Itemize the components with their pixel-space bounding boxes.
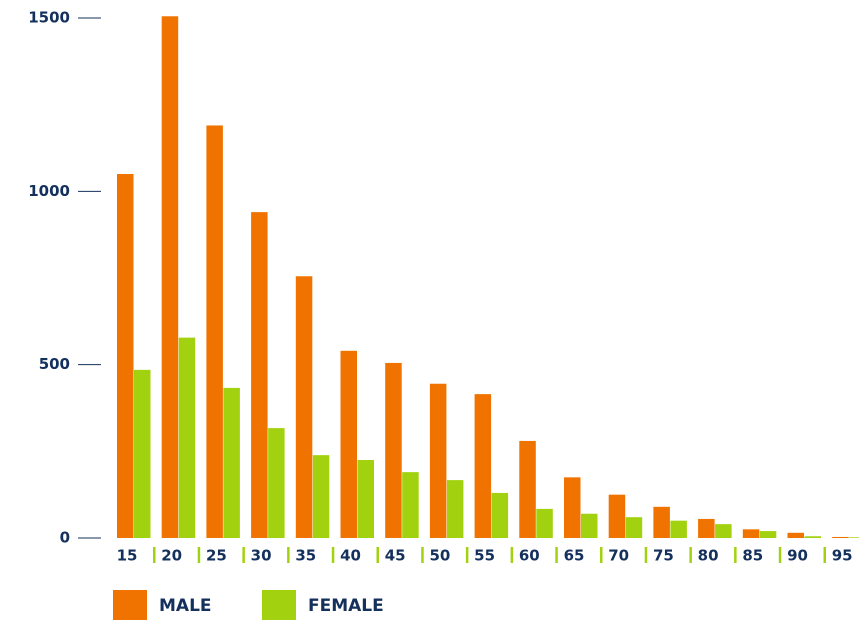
legend-swatch: [113, 590, 147, 620]
legend-swatch: [262, 590, 296, 620]
x-divider: [644, 547, 648, 563]
x-tick-label: 25: [206, 547, 227, 565]
bar: [849, 537, 859, 538]
bar: [178, 337, 196, 538]
bar: [608, 494, 626, 538]
bar: [625, 517, 643, 538]
x-tick-label: 90: [787, 547, 808, 565]
bar: [268, 428, 285, 538]
bar: [357, 460, 374, 538]
bar: [519, 440, 536, 538]
bar: [653, 506, 670, 538]
bar: [223, 387, 240, 538]
bar: [402, 472, 419, 538]
x-divider: [242, 547, 245, 563]
bar: [474, 394, 492, 538]
x-tick-label: 40: [340, 547, 361, 565]
x-tick-label: 20: [161, 547, 182, 565]
bar: [759, 531, 777, 538]
legend-label: FEMALE: [308, 596, 384, 616]
x-tick-label: 45: [385, 547, 406, 565]
legend-label: MALE: [159, 596, 212, 616]
bar: [698, 518, 715, 538]
bar: [715, 524, 732, 538]
x-divider: [600, 547, 603, 563]
x-tick-label: 80: [698, 547, 719, 565]
x-divider: [197, 547, 201, 563]
x-divider: [689, 547, 692, 563]
bar: [429, 383, 447, 538]
bar: [491, 492, 509, 538]
bar: [832, 536, 849, 538]
x-divider: [555, 547, 558, 563]
x-divider: [734, 547, 737, 563]
bar: [581, 513, 598, 538]
x-tick-label: 95: [832, 547, 853, 565]
y-tick-label: 1500: [28, 9, 70, 27]
bar: [251, 212, 268, 538]
x-divider: [421, 547, 424, 563]
bar: [312, 455, 330, 538]
bar: [295, 276, 313, 538]
bar: [670, 520, 687, 538]
y-tick-label: 500: [39, 355, 70, 373]
x-tick-label: 70: [608, 547, 629, 565]
x-tick-label: 50: [429, 547, 450, 565]
bar: [385, 362, 402, 538]
bar: [446, 480, 464, 538]
bar: [206, 125, 223, 538]
x-tick-label: 55: [474, 547, 495, 565]
x-tick-label: 35: [295, 547, 316, 565]
x-tick-label: 85: [742, 547, 763, 565]
x-divider: [823, 547, 826, 563]
x-divider: [153, 547, 156, 563]
x-tick-label: 75: [653, 547, 674, 565]
x-divider: [287, 547, 290, 563]
bar: [804, 536, 821, 538]
y-tick-label: 0: [60, 529, 70, 547]
x-divider: [510, 547, 514, 563]
x-divider: [465, 547, 469, 563]
x-tick-label: 30: [251, 547, 272, 565]
x-divider: [376, 547, 379, 563]
bar: [742, 529, 760, 538]
x-tick-label: 15: [117, 547, 138, 565]
bar: [340, 350, 357, 538]
x-divider: [331, 547, 335, 563]
x-tick-label: 65: [564, 547, 585, 565]
x-divider: [778, 547, 782, 563]
bar: [564, 477, 581, 538]
bar: [536, 508, 553, 538]
bar: [161, 16, 179, 539]
y-tick-label: 1000: [28, 182, 70, 200]
bar: [134, 369, 151, 538]
bar: [787, 532, 804, 538]
x-tick-label: 60: [519, 547, 540, 565]
bar: [117, 174, 134, 538]
